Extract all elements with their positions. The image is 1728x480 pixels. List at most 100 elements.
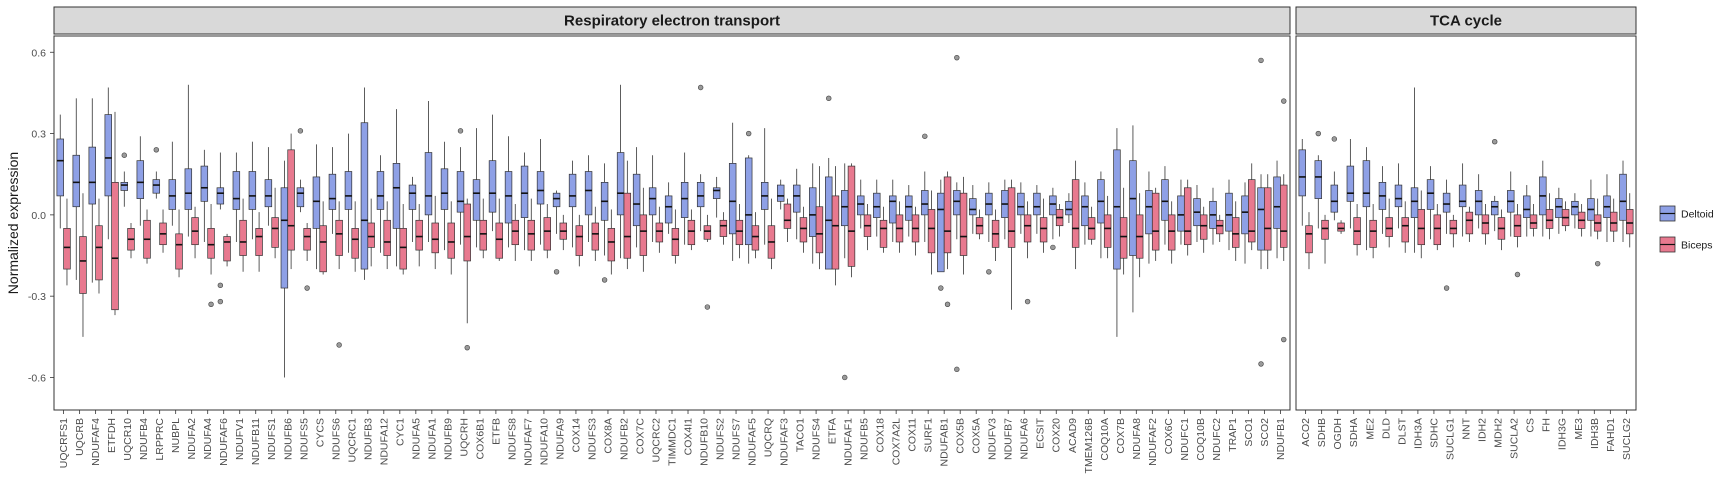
outlier-point <box>1281 98 1287 104</box>
x-tick-label: NDUFAF2 <box>1147 418 1159 466</box>
box-iqr <box>1161 179 1169 221</box>
box-biceps-COQ10A <box>1103 195 1112 259</box>
box-iqr <box>847 165 856 267</box>
outlier-point <box>826 95 832 102</box>
x-tick-label: NDUFB7 <box>1003 418 1015 460</box>
box-iqr <box>1257 187 1265 251</box>
box-deltoid-COX6C <box>1161 166 1169 245</box>
box-deltoid-NDUFAF5 <box>744 130 753 264</box>
box-iqr <box>1049 195 1057 216</box>
box-iqr <box>1362 160 1371 208</box>
box-iqr <box>1474 190 1483 216</box>
box-deltoid-CYCS <box>312 144 321 270</box>
box-iqr <box>1264 187 1272 251</box>
box-iqr <box>175 233 183 270</box>
box-iqr <box>1433 214 1442 246</box>
box-deltoid-NDUFS6 <box>328 147 337 234</box>
box-biceps-NDUFB9 <box>447 201 455 275</box>
box-biceps-UQCRFS1 <box>63 198 71 286</box>
box-biceps-NDUFB2 <box>623 160 632 270</box>
box-biceps-ETFDH <box>111 111 119 316</box>
box-iqr <box>703 225 712 240</box>
box-biceps-UQCRC2 <box>655 206 664 253</box>
outlier-point <box>1443 285 1450 291</box>
box-deltoid-COX6B1 <box>472 128 481 248</box>
box-biceps-NDUFC2 <box>1216 214 1224 242</box>
x-tick-label: NUBPL <box>170 418 182 453</box>
box-biceps-IDH2 <box>1481 204 1490 245</box>
box-biceps-NDUFA5 <box>415 204 423 267</box>
box-biceps-CS <box>1529 204 1538 237</box>
x-tick-label: NDUFA6 <box>1019 418 1031 460</box>
box-iqr <box>95 225 103 281</box>
box-biceps-NDUFB4 <box>143 209 151 264</box>
box-deltoid-IDH3A <box>1410 87 1419 253</box>
box-iqr <box>111 181 119 311</box>
x-tick-label: UQCRB <box>74 418 86 456</box>
box-iqr <box>79 236 87 294</box>
x-tick-label: COX20 <box>1051 418 1063 453</box>
box-biceps-NUBPL <box>175 209 183 278</box>
box-deltoid-NDUFS1 <box>264 147 273 226</box>
box-iqr <box>751 225 760 251</box>
box-deltoid-DLST <box>1394 163 1403 229</box>
box-biceps-NDUFB1 <box>1280 98 1288 343</box>
box-iqr <box>1039 217 1048 243</box>
box-iqr <box>255 228 263 256</box>
box-iqr <box>440 168 449 210</box>
box-iqr <box>825 176 833 270</box>
x-tick-label: NDUFAF4 <box>90 418 102 466</box>
box-biceps-COX5A <box>975 209 984 240</box>
x-tick-label: UQCRFS1 <box>58 418 70 468</box>
x-tick-label: ETFDH <box>106 418 118 453</box>
x-tick-label: UQCRC2 <box>650 418 662 462</box>
x-tick-label: NDUFS7 <box>731 418 743 460</box>
x-tick-label: NDUFS3 <box>586 418 598 460</box>
x-tick-label: TIMMDC1 <box>667 418 679 466</box>
x-tick-label: UQCR10 <box>122 418 134 461</box>
box-iqr <box>479 219 487 251</box>
box-biceps-NDUFB3 <box>367 198 375 267</box>
box-iqr <box>488 160 497 213</box>
box-biceps-UQCRB <box>79 193 87 337</box>
legend-label-biceps: Biceps <box>1681 240 1713 252</box>
x-tick-label: SUCLG2 <box>1621 418 1633 460</box>
box-iqr <box>392 163 401 229</box>
x-tick-label: NDUFA5 <box>410 418 422 460</box>
box-biceps-COX14 <box>575 214 584 267</box>
box-iqr <box>857 195 865 216</box>
box-deltoid-COX8A <box>600 163 609 283</box>
box-iqr <box>264 179 273 208</box>
box-deltoid-NDUFC2 <box>1209 187 1217 245</box>
box-biceps-SUCLG1 <box>1449 214 1458 248</box>
box-deltoid-COQ10A <box>1097 171 1105 259</box>
box-iqr <box>168 179 177 210</box>
x-tick-label: IDH3A <box>1412 418 1424 449</box>
box-biceps-NDUFAB1 <box>943 171 952 308</box>
box-deltoid-NDUFA9 <box>552 190 561 275</box>
x-tick-label: SURF1 <box>923 418 935 453</box>
box-deltoid-COX18 <box>873 179 881 237</box>
outlier-point <box>457 128 464 134</box>
box-iqr <box>1081 195 1089 227</box>
box-biceps-NDUFS5 <box>303 223 311 291</box>
box-iqr <box>712 187 721 199</box>
box-iqr <box>152 179 161 194</box>
box-biceps-ME2 <box>1369 204 1377 259</box>
box-deltoid-NUBPL <box>168 141 177 226</box>
x-tick-label: FH <box>1541 418 1553 432</box>
box-iqr <box>136 160 145 199</box>
box-iqr <box>1410 187 1419 218</box>
box-iqr <box>431 222 439 254</box>
box-iqr <box>376 171 385 210</box>
x-tick-label: NDUFB4 <box>138 418 150 460</box>
x-tick-label: COX14 <box>570 418 582 453</box>
box-deltoid-UQCRC2 <box>648 155 657 242</box>
box-deltoid-NDUFS7 <box>728 122 737 261</box>
box-deltoid-ECSIT <box>1033 185 1041 234</box>
x-tick-label: DLD <box>1380 418 1392 439</box>
box-iqr <box>1458 184 1467 208</box>
box-biceps-NDUFB5 <box>863 204 872 251</box>
box-iqr <box>495 222 503 259</box>
box-iqr <box>616 152 625 216</box>
